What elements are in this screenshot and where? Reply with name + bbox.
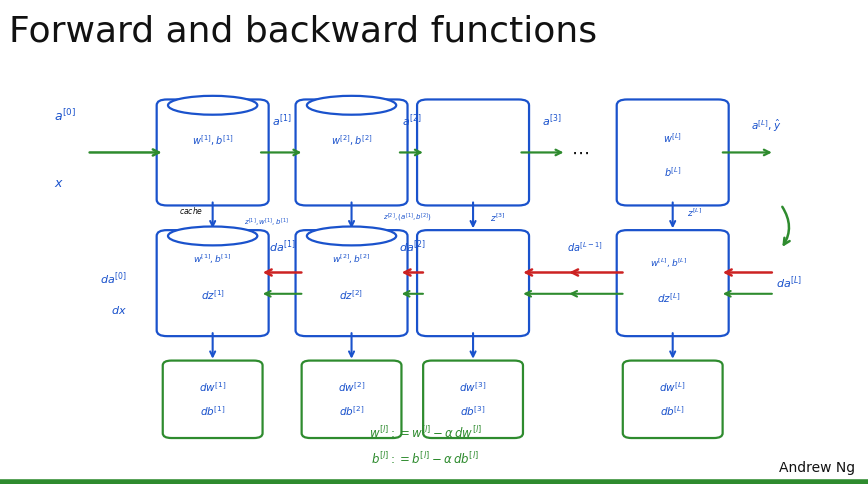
FancyBboxPatch shape bbox=[418, 230, 529, 336]
Ellipse shape bbox=[168, 96, 257, 115]
Text: $dx$: $dx$ bbox=[111, 304, 128, 316]
FancyBboxPatch shape bbox=[616, 99, 729, 205]
Text: $dw^{[1]}$: $dw^{[1]}$ bbox=[199, 380, 227, 394]
FancyBboxPatch shape bbox=[302, 361, 402, 438]
Text: $a^{[1]}$: $a^{[1]}$ bbox=[273, 113, 292, 129]
Text: $z^{[1]}, w^{[1]}, b^{[1]}$: $z^{[1]}, w^{[1]}, b^{[1]}$ bbox=[244, 216, 289, 229]
Text: $w^{[2]}, b^{[2]}$: $w^{[2]}, b^{[2]}$ bbox=[331, 133, 372, 148]
Text: $z^{[3]}$: $z^{[3]}$ bbox=[490, 212, 505, 224]
Text: $db^{[1]}$: $db^{[1]}$ bbox=[200, 405, 226, 418]
Ellipse shape bbox=[168, 227, 257, 245]
FancyBboxPatch shape bbox=[623, 361, 722, 438]
Text: $db^{[3]}$: $db^{[3]}$ bbox=[460, 405, 486, 418]
FancyBboxPatch shape bbox=[424, 361, 523, 438]
Text: $da^{[L-1]}$: $da^{[L-1]}$ bbox=[568, 240, 603, 254]
Text: $cache$: $cache$ bbox=[179, 205, 203, 216]
Text: $\cdots$: $\cdots$ bbox=[571, 143, 589, 162]
Text: $dz^{[1]}$: $dz^{[1]}$ bbox=[201, 288, 225, 302]
FancyBboxPatch shape bbox=[616, 230, 729, 336]
Text: $x$: $x$ bbox=[54, 178, 64, 190]
Text: $db^{[L]}$: $db^{[L]}$ bbox=[661, 405, 685, 418]
Text: Forward and backward functions: Forward and backward functions bbox=[9, 15, 597, 48]
Ellipse shape bbox=[307, 96, 396, 115]
Text: $w^{[1]}, b^{[1]}$: $w^{[1]}, b^{[1]}$ bbox=[192, 133, 233, 148]
Text: $w^{[L]}$: $w^{[L]}$ bbox=[663, 131, 682, 145]
Text: $w^{[1]}, b^{[1]}$: $w^{[1]}, b^{[1]}$ bbox=[194, 252, 232, 266]
Text: $b^{[l]} := b^{[l]} - \alpha \, db^{[l]}$: $b^{[l]} := b^{[l]} - \alpha \, db^{[l]}… bbox=[372, 451, 479, 467]
FancyBboxPatch shape bbox=[295, 99, 408, 205]
Text: $a^{[L]}, \hat{y}$: $a^{[L]}, \hat{y}$ bbox=[751, 118, 781, 134]
FancyBboxPatch shape bbox=[163, 361, 262, 438]
Text: $z^{[2]}, (a^{[1]}, b^{[2]})$: $z^{[2]}, (a^{[1]}, b^{[2]})$ bbox=[384, 212, 432, 224]
Text: $dw^{[3]}$: $dw^{[3]}$ bbox=[459, 380, 487, 394]
Text: $da^{[1]}$: $da^{[1]}$ bbox=[269, 239, 295, 255]
Text: $da^{[2]}$: $da^{[2]}$ bbox=[399, 239, 425, 255]
Text: $b^{[L]}$: $b^{[L]}$ bbox=[664, 165, 681, 179]
Text: Andrew Ng: Andrew Ng bbox=[779, 461, 855, 475]
FancyBboxPatch shape bbox=[418, 99, 529, 205]
Text: $a^{[0]}$: $a^{[0]}$ bbox=[54, 108, 76, 124]
Text: $a^{[2]}$: $a^{[2]}$ bbox=[403, 113, 422, 129]
FancyBboxPatch shape bbox=[295, 230, 408, 336]
Text: $w^{[2]}, b^{[2]}$: $w^{[2]}, b^{[2]}$ bbox=[332, 252, 371, 266]
Text: $dz^{[2]}$: $dz^{[2]}$ bbox=[339, 288, 364, 302]
Text: $w^{[l]} := w^{[l]} - \alpha \, dw^{[l]}$: $w^{[l]} := w^{[l]} - \alpha \, dw^{[l]}… bbox=[369, 425, 482, 441]
Text: $dw^{[L]}$: $dw^{[L]}$ bbox=[660, 380, 686, 394]
Text: $z^{[L]}$: $z^{[L]}$ bbox=[687, 207, 702, 219]
Text: $dw^{[2]}$: $dw^{[2]}$ bbox=[338, 380, 365, 394]
Ellipse shape bbox=[307, 227, 396, 245]
Text: $a^{[3]}$: $a^{[3]}$ bbox=[542, 113, 562, 129]
Text: $w^{[L]}, b^{[L]}$: $w^{[L]}, b^{[L]}$ bbox=[649, 257, 687, 271]
Text: $dz^{[L]}$: $dz^{[L]}$ bbox=[656, 291, 681, 304]
Text: $da^{[0]}$: $da^{[0]}$ bbox=[100, 270, 127, 287]
FancyBboxPatch shape bbox=[156, 99, 269, 205]
Text: $db^{[2]}$: $db^{[2]}$ bbox=[339, 405, 365, 418]
Text: $da^{[L]}$: $da^{[L]}$ bbox=[776, 275, 803, 291]
FancyBboxPatch shape bbox=[156, 230, 269, 336]
